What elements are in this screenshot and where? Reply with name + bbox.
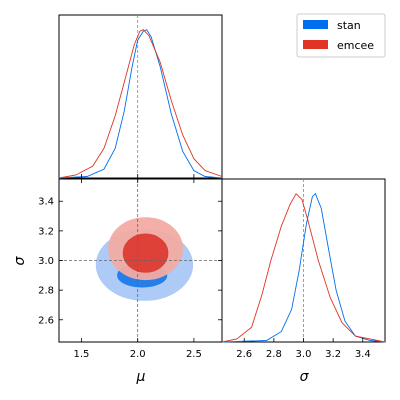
sigma-x-tick-label: 2.8 (266, 349, 282, 360)
mu-marginal-frame (58, 14, 223, 179)
joint-y-tick-label: 3.4 (38, 197, 54, 208)
joint-y-tick-label: 3.2 (38, 226, 54, 237)
mu-marginal-line-stan (58, 29, 223, 179)
mu-marginal-panel (58, 14, 223, 179)
x-axis-label-sigma: σ (300, 369, 310, 385)
joint-x-tick-label: 2.5 (186, 349, 202, 360)
sigma-marginal-line-stan (221, 192, 386, 343)
joint-ticks: 1.5 2.0 2.5 2.6 2.8 3.0 3.2 3.4 (38, 179, 222, 360)
sigma-marginal-ticks: 2.6 2.8 3.0 3.2 3.4 (236, 338, 371, 360)
joint-x-tick-label: 1.5 (74, 349, 90, 360)
legend-label-stan: stan (337, 19, 361, 32)
sigma-x-tick-label: 2.6 (236, 349, 252, 360)
x-axis-label-mu: μ (136, 369, 146, 385)
mu-marginal-curves (58, 15, 223, 179)
joint-y-tick-label: 2.6 (38, 315, 54, 326)
joint-y-tick-label: 2.8 (38, 286, 54, 297)
sigma-x-tick-label: 3.2 (325, 349, 341, 360)
sigma-marginal-panel: 2.6 2.8 3.0 3.2 3.4 (221, 178, 386, 360)
y-axis-label-sigma: σ (12, 255, 28, 265)
mu-marginal-line-emcee (58, 29, 223, 179)
legend-label-emcee: emcee (337, 39, 374, 52)
joint-y-tick-label: 3.0 (38, 256, 54, 267)
contour-emcee-inner (122, 233, 169, 273)
legend: stan emcee (296, 13, 386, 58)
sigma-x-tick-label: 3.4 (355, 349, 371, 360)
sigma-x-tick-label: 3.0 (296, 349, 312, 360)
sigma-marginal-curves (221, 179, 386, 343)
joint-contours (59, 179, 222, 342)
sigma-marginal-line-emcee (221, 192, 386, 343)
joint-x-tick-label: 2.0 (130, 349, 146, 360)
legend-swatch-stan (303, 20, 328, 29)
joint-panel: 1.5 2.0 2.5 2.6 2.8 3.0 3.2 3.4 (38, 178, 223, 360)
legend-swatch-emcee (303, 40, 328, 49)
